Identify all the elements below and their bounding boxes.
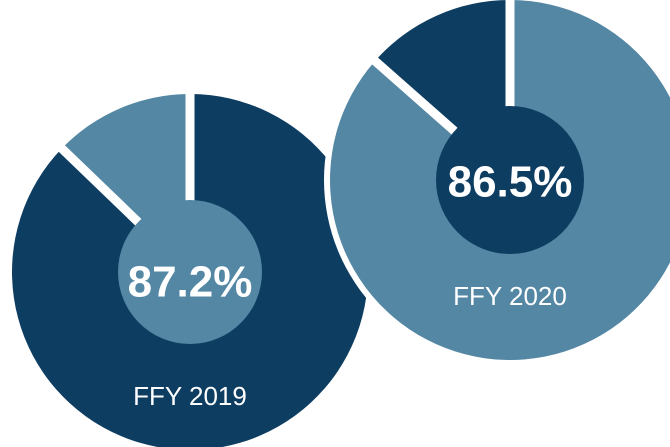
chart-title: FFY 2020 (453, 281, 567, 311)
pie-center (118, 200, 262, 344)
chart-title: FFY 2019 (133, 381, 247, 411)
value-label: 86.5% (448, 158, 573, 207)
pie-center (436, 106, 584, 254)
value-label: 87.2% (128, 258, 253, 307)
